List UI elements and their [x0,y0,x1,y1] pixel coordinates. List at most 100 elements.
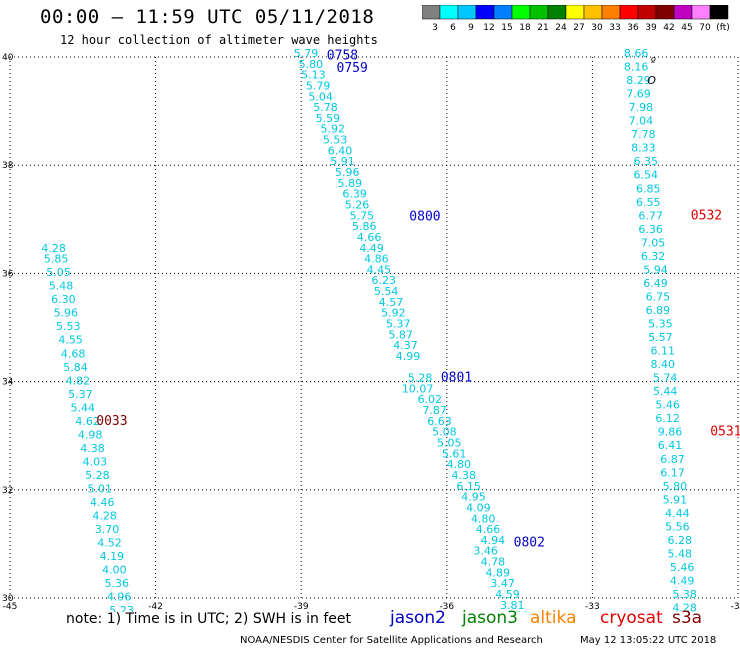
wave-height-label: 4.89 [486,566,511,579]
wave-height-label: 5.79 [294,47,319,60]
wave-height-label: 5.13 [301,69,326,82]
wave-height-label: 3.70 [95,523,120,536]
wave-height-label: 4.95 [461,491,486,504]
wave-height-label: 5.04 [308,90,333,103]
wave-height-label: 4.44 [665,507,690,520]
wave-height-label: 5.38 [672,588,697,601]
wave-height-label: 4.99 [396,350,421,363]
wave-height-label: 7.69 [626,88,651,101]
wave-height-label: 5.57 [648,331,673,344]
source-credit: NOAA/NESDIS Center for Satellite Applica… [240,635,543,646]
colorbar-label: 45 [681,23,692,33]
wave-height-label: 5.44 [653,385,678,398]
wave-height-label: 5.53 [56,320,81,333]
wave-height-label: 5.46 [655,399,680,412]
wave-height-label: 5.61 [442,447,467,460]
chart-subtitle: 12 hour collection of altimeter wave hei… [60,33,378,47]
wave-height-label: 7.04 [629,115,654,128]
wave-height-label: 4.09 [466,501,491,514]
wave-height-label: 4.78 [481,556,506,569]
wave-height-label: 5.96 [54,307,79,320]
wave-height-label: 4.49 [359,242,384,255]
wave-height-label: 5.36 [105,577,130,590]
wave-height-label: 4.37 [393,339,418,352]
wave-height-label: 6.36 [638,223,663,236]
colorbar-label: 24 [555,23,567,33]
pass-time-label: 0033 [96,414,127,429]
x-tick-label: -30 [731,602,740,612]
x-tick-label: -39 [294,602,309,612]
wave-height-label: 6.49 [643,277,668,290]
wave-height-label: 5.91 [663,493,688,506]
colorbar-label: 36 [627,23,639,33]
chart-title: 00:00 — 11:59 UTC 05/11/2018 [40,6,375,28]
pass-time-label: 0802 [514,536,545,551]
wave-height-label: 5.05 [437,437,462,450]
colorbar-label: 27 [573,23,584,33]
y-tick-label: 32 [2,486,13,496]
wave-height-label: 5.78 [313,101,338,114]
wave-height-label: 4.49 [670,574,695,587]
colorbar-label: 70 [699,23,711,33]
wave-height-label: 7.98 [629,101,654,114]
wave-height-label: 6.77 [638,209,663,222]
colorbar-label: 9 [468,23,474,33]
wave-height-label: 6.39 [342,188,367,201]
wave-height-label: 9.86 [658,426,683,439]
x-tick-label: -45 [3,602,18,612]
legend-jason2: jason2 [390,608,446,628]
wave-height-label: 4.59 [495,588,520,601]
wave-height-label: 4.45 [367,263,392,276]
wave-height-label: 6.23 [371,274,396,287]
wave-height-label: 5.92 [320,123,345,136]
wave-height-label: 5.23 [109,604,134,612]
wave-height-label: 5.59 [316,112,341,125]
wave-height-label: 4.52 [97,537,122,550]
colorbar-swatch [709,5,729,20]
pass-time-label: 0801 [441,371,472,386]
track-marker: O [647,74,656,87]
wave-height-label: 7.87 [422,404,447,417]
wave-height-label: 6.28 [668,534,693,547]
wave-height-label: 5.75 [350,209,375,222]
wave-height-label: 4.28 [92,510,117,523]
wave-height-label: 5.28 [85,469,110,482]
wave-height-label: 7.78 [631,128,656,141]
footer-note: note: 1) Time is in UTC; 2) SWH is in fe… [66,611,352,627]
wave-height-label: 6.54 [634,169,659,182]
wave-height-label: 4.86 [364,253,389,266]
wave-height-label: 5.96 [335,166,360,179]
wave-height-label: 5.80 [663,480,688,493]
pass-time-label: 0532 [691,208,722,223]
wave-height-label: 5.54 [374,285,399,298]
wave-height-label: 5.79 [306,79,331,92]
pass-time-label: 0531 [710,425,740,440]
colorbar-label: (ft) [716,23,730,33]
wave-height-label: 4.38 [452,469,477,482]
colorbar-label: 15 [501,23,512,33]
wave-height-label: 5.46 [670,561,695,574]
wave-height-label: 4.19 [100,550,125,563]
wave-height-label: 6.15 [456,480,481,493]
wave-height-label: 5.80 [299,58,324,71]
wave-height-label: 5.89 [337,177,362,190]
color-scale-legend: 3 6 9 12 15 18 21 24 27 30 33 36 39 42 45 70 (ft) [422,5,730,33]
wave-height-label: 10.07 [402,382,434,395]
pass-time-label: 0759 [337,61,368,76]
wave-height-label: 5.87 [388,328,413,341]
wave-height-label: 5.37 [68,388,93,401]
colorbar-label: 21 [537,23,548,33]
y-tick-label: 40 [2,53,14,63]
track-marker: º [650,55,656,68]
altimeter-plot: -45-42-39-36-33-303032343638404.285.855.… [2,47,740,612]
wave-height-label: 7.05 [641,236,666,249]
wave-height-label: 3.81 [500,599,525,612]
y-tick-label: 30 [2,594,14,604]
wave-height-label: 4.28 [672,602,697,612]
wave-height-label: 8.40 [651,358,676,371]
wave-height-label: 5.26 [345,198,370,211]
colorbar-label: 3 [432,23,438,33]
wave-height-label: 6.87 [660,453,685,466]
wave-height-label: 4.80 [447,458,472,471]
wave-height-label: 3.47 [490,577,515,590]
